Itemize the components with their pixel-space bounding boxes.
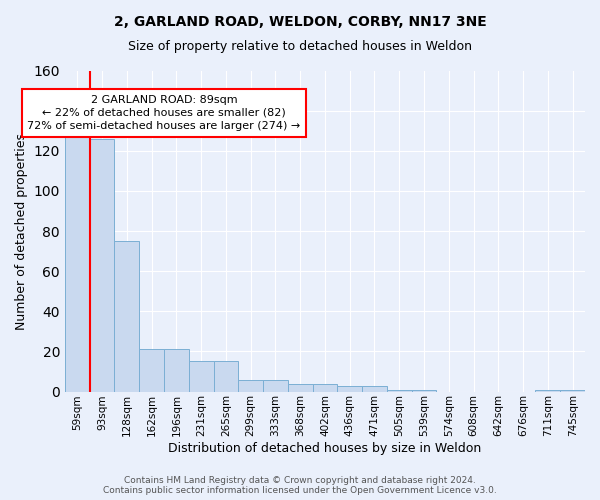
- Bar: [139, 350, 164, 392]
- Bar: [164, 350, 189, 392]
- Bar: [313, 384, 337, 392]
- Bar: [535, 390, 560, 392]
- Bar: [214, 362, 238, 392]
- Bar: [263, 380, 288, 392]
- Bar: [65, 124, 89, 392]
- Bar: [412, 390, 436, 392]
- Bar: [288, 384, 313, 392]
- X-axis label: Distribution of detached houses by size in Weldon: Distribution of detached houses by size …: [169, 442, 482, 455]
- Bar: [189, 362, 214, 392]
- Text: Size of property relative to detached houses in Weldon: Size of property relative to detached ho…: [128, 40, 472, 53]
- Bar: [238, 380, 263, 392]
- Bar: [560, 390, 585, 392]
- Bar: [362, 386, 387, 392]
- Y-axis label: Number of detached properties: Number of detached properties: [15, 132, 28, 330]
- Bar: [387, 390, 412, 392]
- Text: 2 GARLAND ROAD: 89sqm
← 22% of detached houses are smaller (82)
72% of semi-deta: 2 GARLAND ROAD: 89sqm ← 22% of detached …: [28, 94, 301, 131]
- Text: Contains HM Land Registry data © Crown copyright and database right 2024.
Contai: Contains HM Land Registry data © Crown c…: [103, 476, 497, 495]
- Text: 2, GARLAND ROAD, WELDON, CORBY, NN17 3NE: 2, GARLAND ROAD, WELDON, CORBY, NN17 3NE: [113, 15, 487, 29]
- Bar: [89, 138, 115, 392]
- Bar: [115, 241, 139, 392]
- Bar: [337, 386, 362, 392]
